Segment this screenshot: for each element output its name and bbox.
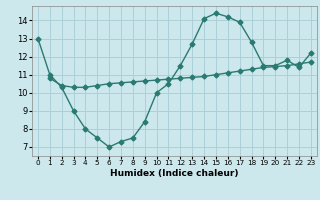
X-axis label: Humidex (Indice chaleur): Humidex (Indice chaleur)	[110, 169, 239, 178]
